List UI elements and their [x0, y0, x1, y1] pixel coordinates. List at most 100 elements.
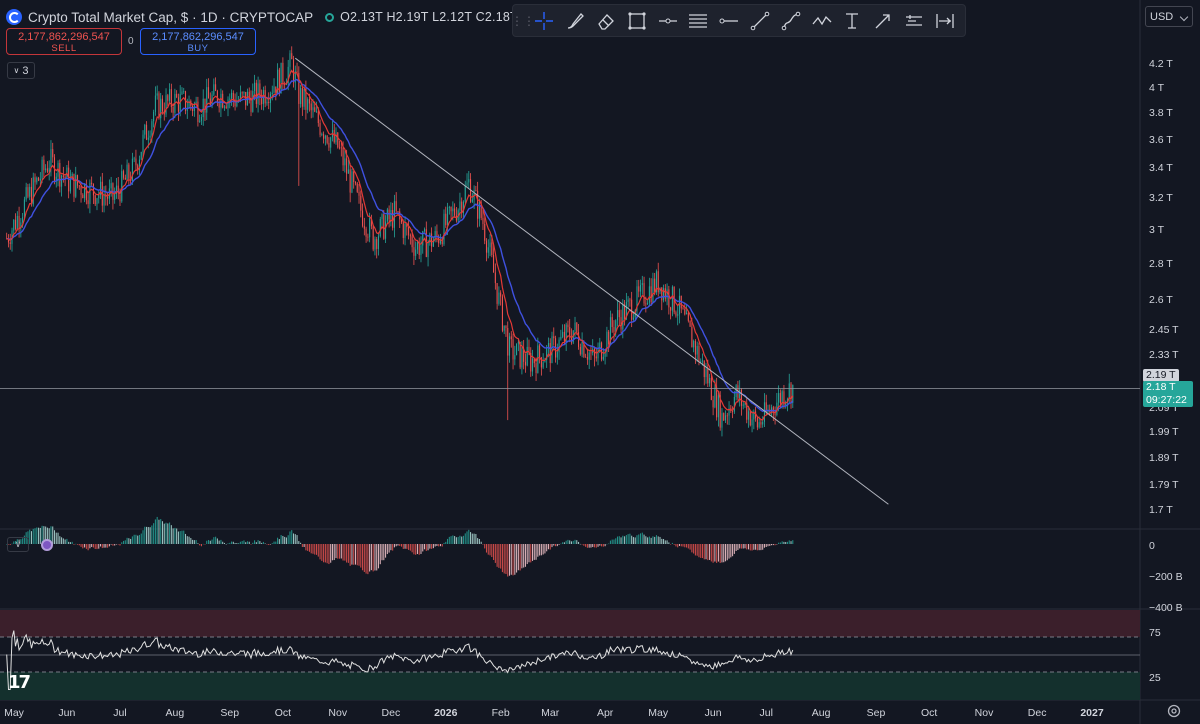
horizontal-line-tool[interactable] — [652, 7, 683, 35]
macd-histogram-bar — [98, 544, 100, 549]
macd-histogram-bar — [114, 544, 116, 546]
symbol-title[interactable]: Crypto Total Market Cap, $ · 1D · CRYPTO… — [28, 9, 314, 25]
macd-histogram-bar — [602, 544, 604, 547]
macd-histogram-bar — [296, 535, 298, 544]
macd-histogram-bar — [680, 544, 682, 547]
trend-line-tool[interactable] — [745, 7, 776, 35]
path-tool[interactable] — [775, 7, 806, 35]
candle-body — [197, 101, 199, 122]
buy-label: BUY — [187, 43, 209, 54]
candle-body — [45, 168, 47, 171]
price-tick-label: 4.2 T — [1149, 58, 1173, 70]
candle-body — [650, 286, 652, 303]
polyline-tool[interactable] — [806, 7, 837, 35]
price-tick-label: 2.33 T — [1149, 348, 1179, 361]
candle-body — [776, 402, 778, 415]
macd-histogram-bar — [755, 544, 757, 550]
indicator-settings-icon[interactable] — [41, 538, 53, 551]
macd-histogram-bar — [153, 523, 155, 544]
macd-histogram-bar — [52, 526, 54, 544]
candle-body — [273, 86, 275, 93]
macd-histogram-bar — [514, 544, 516, 575]
macd-histogram-bar — [448, 536, 450, 544]
candle-body — [648, 286, 650, 303]
candle-body — [188, 100, 190, 109]
eraser-tool[interactable] — [591, 7, 622, 35]
ray-icon — [719, 18, 739, 23]
candle-body — [64, 176, 66, 179]
sell-button[interactable]: 2,177,862,296,547 SELL — [6, 28, 122, 55]
candle-body — [597, 347, 599, 359]
macd-histogram-bar — [87, 544, 89, 551]
macd-histogram-bar — [85, 544, 87, 549]
drag-handle-icon[interactable]: ⋮⋮ — [511, 13, 535, 28]
time-tick-label: Feb — [491, 707, 510, 719]
candle-body — [434, 231, 436, 240]
fib-lines-tool[interactable] — [683, 7, 714, 35]
candle-body — [462, 201, 465, 213]
macd-histogram-bar — [138, 534, 141, 544]
market-status-icon[interactable] — [325, 12, 335, 22]
long-position-tool[interactable] — [899, 7, 930, 35]
time-tick-label: Sep — [866, 707, 886, 719]
macd-histogram-bar — [540, 544, 542, 556]
time-tick-label: Aug — [811, 707, 831, 719]
currency-select[interactable]: USD — [1145, 6, 1193, 27]
tradingview-logo[interactable]: 17 — [8, 672, 31, 693]
buy-button[interactable]: 2,177,862,296,547 BUY — [140, 28, 256, 55]
candle-body — [578, 332, 580, 347]
macd-histogram-bar — [489, 544, 491, 556]
candle-body — [80, 186, 82, 195]
candle-body — [694, 341, 696, 355]
candle-body — [91, 182, 93, 185]
chevron-down-icon[interactable]: ∨ — [7, 537, 29, 552]
macd-histogram-bar — [62, 538, 64, 544]
spread-value: 0 — [128, 36, 134, 47]
candle-body — [503, 325, 505, 331]
macd-histogram-bar — [475, 534, 477, 544]
macd-histogram-bar — [774, 544, 776, 546]
macd-histogram-bar — [756, 544, 758, 551]
brush-tool[interactable] — [560, 7, 591, 35]
candle-body — [179, 94, 181, 112]
candle-body — [682, 308, 684, 310]
macd-histogram-bar — [569, 540, 571, 544]
arrow-tool[interactable] — [868, 7, 899, 35]
candle-body — [461, 201, 463, 213]
macd-histogram-bar — [388, 544, 390, 553]
candle-body — [432, 239, 434, 247]
ray-tool[interactable] — [714, 7, 745, 35]
crosshair-tool[interactable] — [529, 7, 560, 35]
candle-body — [22, 217, 24, 223]
text-anchor-tool[interactable] — [837, 7, 868, 35]
rectangle-tool[interactable] — [621, 7, 652, 35]
gear-icon[interactable] — [1166, 703, 1182, 719]
candle-body — [200, 117, 202, 121]
symbol-legend[interactable]: Crypto Total Market Cap, $ · 1D · CRYPTO… — [6, 6, 536, 28]
candle-body — [225, 106, 227, 108]
macd-histogram-bar — [411, 544, 413, 553]
macd-histogram-bar — [707, 544, 709, 561]
candle-body — [749, 411, 751, 426]
last-price-value: 2.18 T — [1146, 381, 1176, 393]
macd-histogram-bar — [64, 539, 66, 544]
candle-body — [9, 242, 11, 244]
candle-body — [140, 151, 142, 160]
macd-pane-controls[interactable]: ∨ — [7, 537, 53, 552]
candle-body — [652, 278, 654, 303]
candle-body — [402, 222, 404, 238]
macd-histogram-bar — [358, 544, 360, 566]
time-tick-label: Sep — [220, 707, 240, 719]
time-tick-label: Jun — [704, 707, 722, 719]
macd-histogram-bar — [537, 544, 539, 557]
macd-histogram-bar — [202, 543, 204, 545]
candle-body — [647, 302, 649, 305]
macd-histogram-bar — [50, 526, 52, 544]
indicators-collapse-button[interactable]: ∨ 3 — [7, 62, 35, 79]
macd-histogram-bar — [779, 542, 781, 544]
drawing-toolbar[interactable]: ⋮⋮ — [511, 4, 966, 37]
candle-body — [533, 358, 535, 364]
date-range-tool[interactable] — [929, 7, 960, 35]
